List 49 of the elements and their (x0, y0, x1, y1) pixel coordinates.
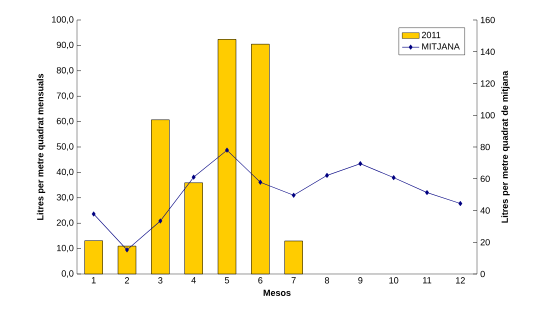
legend-label: 2011 (422, 32, 440, 38)
y-tick-label: 30,0 (56, 194, 74, 202)
x-tick-label: 11 (423, 277, 432, 284)
point (192, 174, 196, 180)
x-tick-label: 8 (324, 277, 330, 284)
x-tick-label: 1 (92, 277, 96, 284)
y2-tick-label: 120 (480, 80, 495, 87)
point (125, 247, 129, 252)
y-tick-label: 40,0 (56, 168, 74, 176)
y-tick-label: 60,0 (56, 118, 74, 126)
y-tick-label: 70,0 (56, 92, 74, 100)
point (258, 180, 262, 185)
x-tick-label: 10 (389, 277, 398, 284)
x-tick-label: 12 (456, 277, 465, 284)
point (158, 218, 162, 224)
y2-tick-label: 100 (480, 112, 495, 118)
x-tick-label: 4 (191, 277, 196, 284)
y-tick-label: 20,0 (56, 219, 74, 227)
y2-tick-label: 60 (480, 176, 490, 182)
x-tick-label: 3 (158, 277, 162, 284)
point (358, 161, 362, 166)
point (225, 148, 229, 153)
y2-tick-label: 0 (480, 270, 485, 278)
y2-tick-label: 140 (480, 48, 495, 55)
y-tick-label: 50,0 (56, 143, 74, 151)
point (325, 172, 329, 178)
x-tick-label: 7 (292, 277, 296, 284)
x-tick-label: 9 (358, 277, 362, 284)
point (392, 175, 396, 180)
point (458, 201, 462, 206)
x-tick-label: 2 (124, 277, 130, 284)
y2-tick-label: 20 (480, 239, 490, 246)
x-tick-label: 5 (224, 277, 230, 284)
y2-tick-label: 40 (480, 207, 490, 214)
y-axis-title: Litres per metre quadrat mensuals (36, 74, 46, 220)
point (292, 192, 296, 198)
y-tick-label: 80,0 (56, 67, 74, 74)
y2-axis-title: Litres per metre quadrat de mitjana (501, 70, 510, 223)
y-tick-label: 100,0 (52, 16, 74, 24)
y-tick-label: 0,0 (62, 270, 74, 278)
point (92, 212, 96, 216)
legend-label: MITJANA (422, 43, 460, 50)
x-axis-title: Mesos (264, 290, 291, 296)
y-tick-label: 10,0 (57, 244, 74, 252)
point (425, 190, 429, 196)
y2-tick-label: 160 (480, 16, 495, 24)
y-tick-label: 90,0 (56, 42, 74, 50)
x-tick-label: 6 (258, 277, 262, 284)
y2-tick-label: 80 (480, 144, 490, 150)
